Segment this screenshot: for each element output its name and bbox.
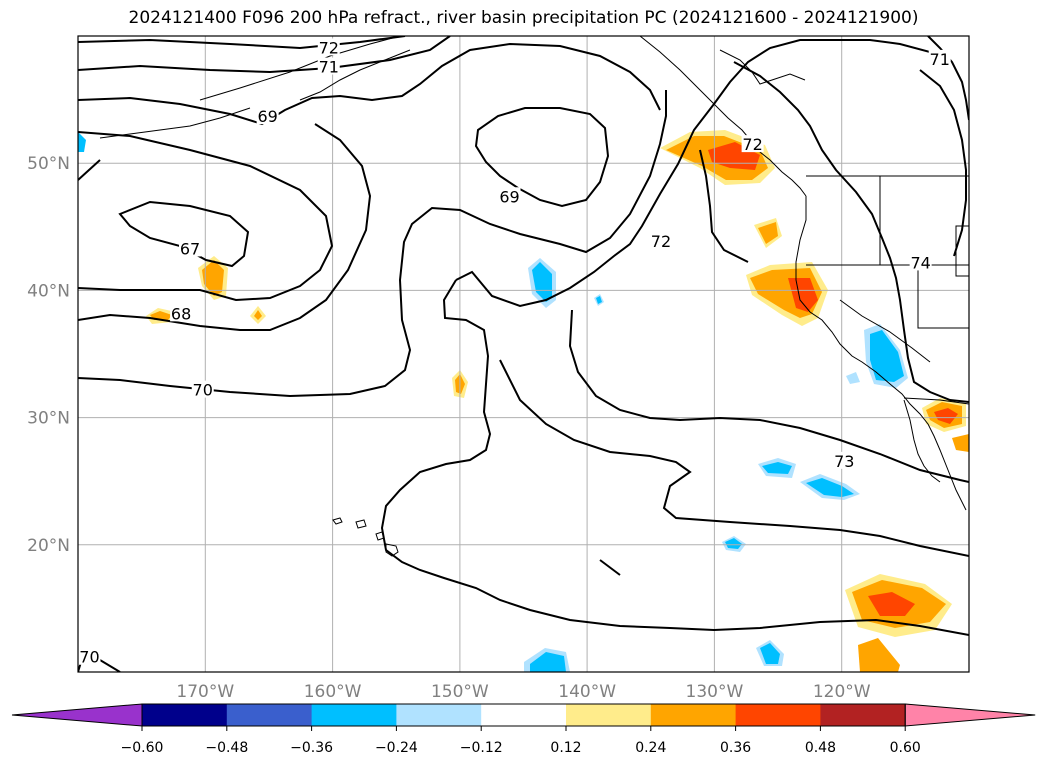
lat-tick-label: 40°N [27, 281, 70, 301]
contour-label: 72 [651, 232, 671, 251]
colorbar-tick-label: 0.60 [890, 740, 921, 756]
contour-label-background [78, 647, 101, 665]
lat-tick-label: 30°N [27, 409, 70, 429]
colorbar-segment [566, 704, 652, 726]
colorbar-tick-label: 0.36 [720, 740, 751, 756]
colorbar-segment [650, 704, 737, 726]
contour-label-background [170, 304, 193, 322]
plot-frame [77, 35, 970, 673]
contour-label: 74 [910, 253, 930, 272]
contour-label-background [928, 49, 951, 67]
contour-label-background [649, 231, 672, 249]
longitude-tick-labels: 170°W 160°W 150°W 140°W 130°W 120°W [176, 682, 870, 702]
contour-label: 67 [180, 239, 200, 258]
colorbar-extend-low [11, 703, 143, 727]
colorbar [11, 703, 1036, 727]
colorbar-frame [141, 703, 906, 727]
colorbar-segment [311, 704, 397, 726]
colorbar-tick-label: −0.48 [205, 740, 248, 756]
gridlines [78, 36, 969, 672]
contour-label-background [191, 380, 214, 398]
latitude-tick-labels: 50°N 40°N 30°N 20°N [27, 154, 70, 556]
contour-label-background [498, 187, 521, 205]
lon-tick-label: 160°W [304, 682, 362, 702]
map-background [78, 36, 969, 672]
contour-label-background [317, 57, 340, 75]
contour-label: 72 [319, 38, 339, 57]
colorbar-tick-labels: −0.60 −0.48 −0.36 −0.24 −0.12 0.12 0.24 0.36 0.4… [121, 726, 921, 756]
contour-label: 69 [499, 187, 519, 206]
contour-label: 69 [257, 107, 277, 126]
colorbar-segment [735, 704, 821, 726]
contour-label: 71 [319, 58, 339, 77]
lon-tick-label: 130°W [686, 682, 744, 702]
refractivity-contours [78, 36, 969, 672]
colorbar-segment [481, 704, 567, 726]
lon-tick-label: 120°W [813, 682, 871, 702]
colorbar-tick-label: −0.24 [375, 740, 418, 756]
contour-label-background [909, 253, 932, 271]
contour-label-background [179, 239, 202, 257]
contour-label: 72 [742, 135, 762, 154]
lon-tick-label: 170°W [176, 682, 234, 702]
contour-label: 70 [193, 381, 213, 400]
colorbar-tick-label: 0.12 [550, 740, 581, 756]
lat-tick-label: 20°N [27, 536, 70, 556]
lat-tick-label: 50°N [27, 154, 70, 174]
lon-tick-label: 140°W [558, 682, 616, 702]
colorbar-tick-label: −0.36 [290, 740, 333, 756]
colorbar-tick-label: 0.48 [805, 740, 836, 756]
colorbar-segment [226, 704, 313, 726]
lon-tick-label: 150°W [431, 682, 489, 702]
contour-label-background [256, 107, 279, 125]
colorbar-extend-high [904, 703, 1036, 727]
contour-label: 71 [930, 50, 950, 69]
contour-label-background [317, 38, 340, 56]
contour-label-background [741, 135, 764, 153]
colorbar-segment [820, 704, 906, 726]
contour-label: 68 [171, 304, 191, 323]
colorbar-segment [396, 704, 482, 726]
contour-label: 73 [834, 452, 854, 471]
colorbar-segment [142, 704, 228, 726]
colorbar-tick-label: −0.60 [121, 740, 164, 756]
contour-label-background [833, 451, 856, 469]
contour-label: 70 [79, 648, 99, 667]
colorbar-tick-label: 0.24 [635, 740, 666, 756]
map-title: 2024121400 F096 200 hPa refract., river … [128, 8, 919, 28]
colorbar-tick-label: −0.12 [460, 740, 503, 756]
